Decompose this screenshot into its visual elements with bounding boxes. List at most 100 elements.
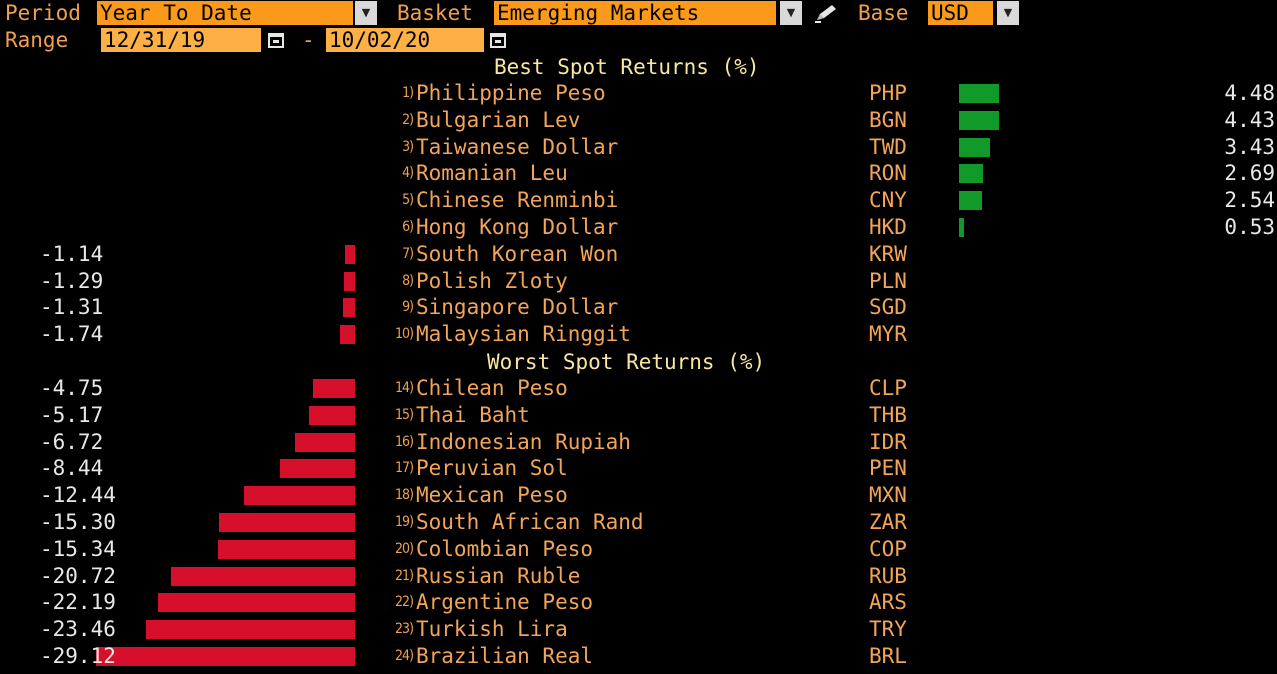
list-item[interactable]: 10) Malaysian Ringgit MYR -1.74 (0, 321, 1277, 348)
currency-name[interactable]: Colombian Peso (416, 536, 594, 561)
period-dropdown[interactable]: Year To Date (97, 1, 353, 25)
list-item[interactable]: 23) Turkish Lira TRY -23.46 (0, 616, 1277, 643)
currency-code: PHP (869, 81, 907, 105)
basket-dropdown[interactable]: Emerging Markets (494, 1, 776, 25)
rank-number: 9) (402, 299, 414, 316)
list-item[interactable]: 20) Colombian Peso COP -15.34 (0, 536, 1277, 563)
return-value: 4.43 (1224, 107, 1275, 132)
list-item[interactable]: 2) Bulgarian Lev BGN 4.43 (0, 107, 1277, 134)
rank-number: 2) (402, 111, 414, 128)
list-item[interactable]: 1) Philippine Peso PHP 4.48 (0, 80, 1277, 107)
gain-bar (959, 218, 964, 237)
currency-name[interactable]: Chinese Renminbi (416, 188, 619, 213)
list-item[interactable]: 16) Indonesian Rupiah IDR -6.72 (0, 429, 1277, 456)
list-item[interactable]: 8) Polish Zloty PLN -1.29 (0, 268, 1277, 295)
currency-name[interactable]: South African Rand (416, 510, 644, 534)
return-value: -29.12 (40, 644, 116, 668)
return-value: -15.34 (40, 536, 116, 561)
rank-number: 3) (402, 138, 414, 155)
gain-bar (959, 191, 982, 211)
rank-number: 21) (395, 567, 414, 584)
rank-number: 24) (395, 648, 414, 664)
worst-returns-title: Worst Spot Returns (%) (487, 350, 766, 374)
list-item[interactable]: 22) Argentine Peso ARS -22.19 (0, 589, 1277, 616)
list-item[interactable]: 15) Thai Baht THB -5.17 (0, 402, 1277, 429)
currency-code: PLN (869, 268, 907, 293)
currency-name[interactable]: Taiwanese Dollar (416, 134, 619, 159)
list-item[interactable]: 3) Taiwanese Dollar TWD 3.43 (0, 134, 1277, 161)
loss-bar (295, 432, 355, 452)
currency-code: BGN (869, 107, 907, 132)
list-item[interactable]: 18) Mexican Peso MXN -12.44 (0, 482, 1277, 509)
loss-bar (344, 244, 355, 264)
rank-number: 14) (395, 380, 414, 396)
base-dropdown-chevron-icon[interactable]: ▼ (997, 1, 1019, 25)
list-item[interactable]: 21) Russian Ruble RUB -20.72 (0, 563, 1277, 590)
currency-name[interactable]: Mexican Peso (416, 483, 568, 508)
currency-name[interactable]: Romanian Leu (416, 161, 568, 186)
return-value: -15.30 (40, 510, 116, 534)
currency-name[interactable]: Turkish Lira (416, 617, 568, 642)
best-returns-title: Best Spot Returns (%) (494, 55, 760, 79)
rank-number: 5) (402, 192, 414, 209)
list-item[interactable]: 19) South African Rand ZAR -15.30 (0, 509, 1277, 536)
rank-number: 18) (395, 487, 414, 504)
list-item[interactable]: 9) Singapore Dollar SGD -1.31 (0, 294, 1277, 321)
range-label: Range (5, 28, 69, 52)
basket-label: Basket (397, 1, 473, 25)
loss-bar (343, 271, 355, 291)
rank-number: 4) (402, 165, 414, 182)
currency-code: MXN (869, 483, 907, 508)
rank-number: 10) (395, 326, 414, 343)
currency-name[interactable]: Hong Kong Dollar (416, 215, 619, 239)
rank-number: 19) (395, 514, 414, 530)
currency-name[interactable]: Philippine Peso (416, 81, 606, 105)
calendar-start-icon[interactable] (267, 31, 285, 49)
currency-name[interactable]: Thai Baht (416, 402, 530, 427)
currency-name[interactable]: Bulgarian Lev (416, 107, 581, 132)
return-value: -8.44 (40, 456, 104, 481)
list-item[interactable]: 17) Peruvian Sol PEN -8.44 (0, 455, 1277, 482)
currency-name[interactable]: Singapore Dollar (416, 295, 619, 320)
loss-bar (279, 459, 355, 479)
currency-name[interactable]: Chilean Peso (416, 376, 568, 400)
currency-name[interactable]: Indonesian Rupiah (416, 429, 631, 454)
list-item[interactable]: 24) Brazilian Real BRL -29.12 (0, 643, 1277, 670)
calendar-end-icon[interactable] (489, 31, 507, 49)
rank-number: 6) (402, 219, 414, 235)
return-value: -4.75 (40, 376, 104, 400)
currency-code: KRW (869, 241, 907, 266)
currency-code: ARS (869, 590, 907, 615)
currency-name[interactable]: South Korean Won (416, 241, 619, 266)
loss-bar (308, 405, 355, 425)
return-value: -5.17 (40, 402, 104, 427)
currency-name[interactable]: Malaysian Ringgit (416, 322, 631, 347)
return-value: -1.29 (40, 268, 104, 293)
currency-name[interactable]: Argentine Peso (416, 590, 594, 615)
list-item[interactable]: 5) Chinese Renminbi CNY 2.54 (0, 187, 1277, 214)
currency-name[interactable]: Peruvian Sol (416, 456, 568, 481)
basket-dropdown-chevron-icon[interactable]: ▼ (780, 1, 802, 25)
currency-name[interactable]: Brazilian Real (416, 644, 594, 668)
edit-pencil-icon[interactable] (813, 3, 839, 23)
rank-number: 7) (402, 245, 414, 262)
rank-number: 1) (402, 85, 414, 101)
range-end-input[interactable]: 10/02/20 (326, 28, 484, 52)
period-label: Period (5, 1, 81, 25)
loss-bar (218, 539, 355, 559)
currency-code: BRL (869, 644, 907, 668)
list-item[interactable]: 6) Hong Kong Dollar HKD 0.53 (0, 214, 1277, 241)
currency-name[interactable]: Russian Ruble (416, 563, 581, 588)
list-item[interactable]: 4) Romanian Leu RON 2.69 (0, 160, 1277, 187)
loss-bar (146, 620, 355, 640)
list-item[interactable]: 7) South Korean Won KRW -1.14 (0, 241, 1277, 268)
currency-name[interactable]: Polish Zloty (416, 268, 568, 293)
range-start-input[interactable]: 12/31/19 (101, 28, 261, 52)
return-value: -12.44 (40, 483, 116, 508)
return-value: 4.48 (1224, 81, 1275, 105)
return-value: -1.74 (40, 322, 104, 347)
return-value: -1.14 (40, 241, 104, 266)
base-currency-dropdown[interactable]: USD (928, 1, 993, 25)
list-item[interactable]: 14) Chilean Peso CLP -4.75 (0, 375, 1277, 402)
period-dropdown-chevron-icon[interactable]: ▼ (355, 1, 377, 25)
